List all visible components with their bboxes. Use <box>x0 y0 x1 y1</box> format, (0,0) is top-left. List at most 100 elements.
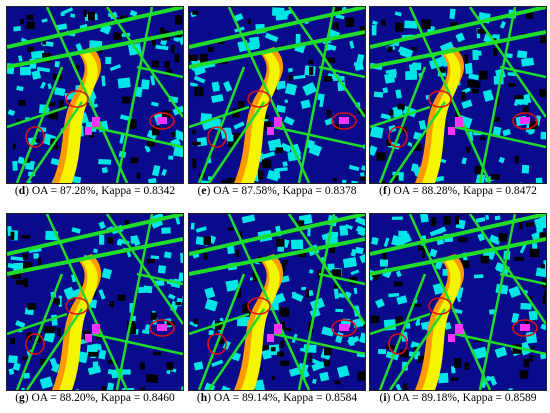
building-patch <box>464 62 473 74</box>
dark-patch <box>171 132 176 138</box>
dark-patch <box>514 155 519 164</box>
panel-caption: (e) OA = 87.58%, Kappa = 0.8378 <box>197 185 357 197</box>
classification-map <box>188 6 366 184</box>
dark-patch <box>363 321 365 328</box>
dark-patch <box>194 86 198 97</box>
dark-patch <box>282 327 292 331</box>
dark-patch <box>324 347 332 356</box>
dark-patch <box>75 64 80 70</box>
building-patch <box>451 366 456 374</box>
magenta-patch <box>455 117 463 127</box>
building-patch <box>150 255 160 260</box>
dark-patch <box>203 236 211 245</box>
building-patch <box>396 295 408 305</box>
dark-patch <box>519 370 529 379</box>
dark-patch <box>236 288 241 298</box>
dark-patch <box>261 159 272 169</box>
building-patch <box>150 101 159 107</box>
dark-patch <box>393 281 403 287</box>
road-line <box>273 125 365 149</box>
magenta-patch <box>520 324 530 331</box>
dark-patch <box>395 22 404 32</box>
building-patch <box>161 227 171 234</box>
building-patch <box>370 145 378 157</box>
building-patch <box>129 303 134 313</box>
dark-patch <box>221 179 229 183</box>
dark-patch <box>56 328 61 337</box>
building-patch <box>49 357 58 368</box>
building-patch <box>461 157 467 165</box>
building-patch <box>99 234 105 245</box>
building-patch <box>293 74 306 80</box>
building-patch <box>261 151 276 159</box>
dark-patch <box>270 347 276 352</box>
building-patch <box>348 164 360 172</box>
highlight-circle <box>428 90 452 108</box>
building-patch <box>157 265 167 274</box>
dark-patch <box>261 345 269 350</box>
dark-patch <box>16 119 21 123</box>
building-patch <box>325 43 337 51</box>
building-patch <box>287 67 294 73</box>
dark-patch <box>280 360 290 366</box>
dark-patch <box>166 362 174 371</box>
panel-metrics: OA = 88.20%, Kappa = 0.8460 <box>31 392 175 404</box>
panel-metrics: OA = 89.18%, Kappa = 0.8589 <box>393 392 537 404</box>
building-patch <box>41 18 48 23</box>
building-patch <box>204 298 218 312</box>
building-patch <box>31 50 45 60</box>
building-patch <box>116 239 123 246</box>
dark-patch <box>10 337 15 345</box>
dark-patch <box>258 170 264 180</box>
dark-patch <box>450 22 458 30</box>
building-patch <box>336 365 350 378</box>
building-patch <box>375 298 385 309</box>
dark-patch <box>326 110 332 118</box>
road-line <box>370 237 546 276</box>
building-patch <box>85 121 97 132</box>
building-patch <box>308 269 314 274</box>
road-line <box>478 214 517 390</box>
building-patch <box>508 388 514 390</box>
dark-patch <box>136 172 141 179</box>
dark-patch <box>107 237 114 244</box>
dark-patch <box>174 34 182 38</box>
building-patch <box>24 160 35 171</box>
building-patch <box>371 25 377 36</box>
highlight-circle <box>512 319 538 337</box>
dark-patch <box>107 360 117 364</box>
dark-patch <box>146 374 153 382</box>
building-patch <box>47 83 52 90</box>
building-patch <box>92 361 99 370</box>
building-patch <box>485 214 490 220</box>
building-patch <box>60 11 65 17</box>
magenta-patch <box>85 334 92 342</box>
dark-patch <box>282 260 288 265</box>
dark-patch <box>329 245 335 254</box>
dark-patch <box>88 351 98 357</box>
panel-f: (f) OA = 88.28%, Kappa = 0.8472 <box>367 4 549 200</box>
dark-patch <box>540 35 546 44</box>
building-patch <box>350 248 357 257</box>
dark-patch <box>539 232 546 242</box>
road-line <box>318 272 365 286</box>
dark-patch <box>58 100 64 109</box>
building-patch <box>353 287 358 295</box>
building-patch <box>98 349 107 360</box>
road-line <box>7 105 68 129</box>
magenta-patch <box>267 127 274 135</box>
building-patch <box>492 126 502 137</box>
dark-patch <box>50 111 59 120</box>
dark-patch <box>279 307 287 316</box>
building-patch <box>415 318 421 324</box>
dark-patch <box>18 100 26 106</box>
building-patch <box>280 142 292 153</box>
building-patch <box>494 346 508 358</box>
dark-patch <box>523 358 530 368</box>
dark-patch <box>529 354 533 362</box>
road-line <box>499 65 546 79</box>
highlight-circle <box>25 333 45 355</box>
building-patch <box>379 259 388 267</box>
dark-patch <box>271 376 275 380</box>
building-patch <box>21 387 25 390</box>
